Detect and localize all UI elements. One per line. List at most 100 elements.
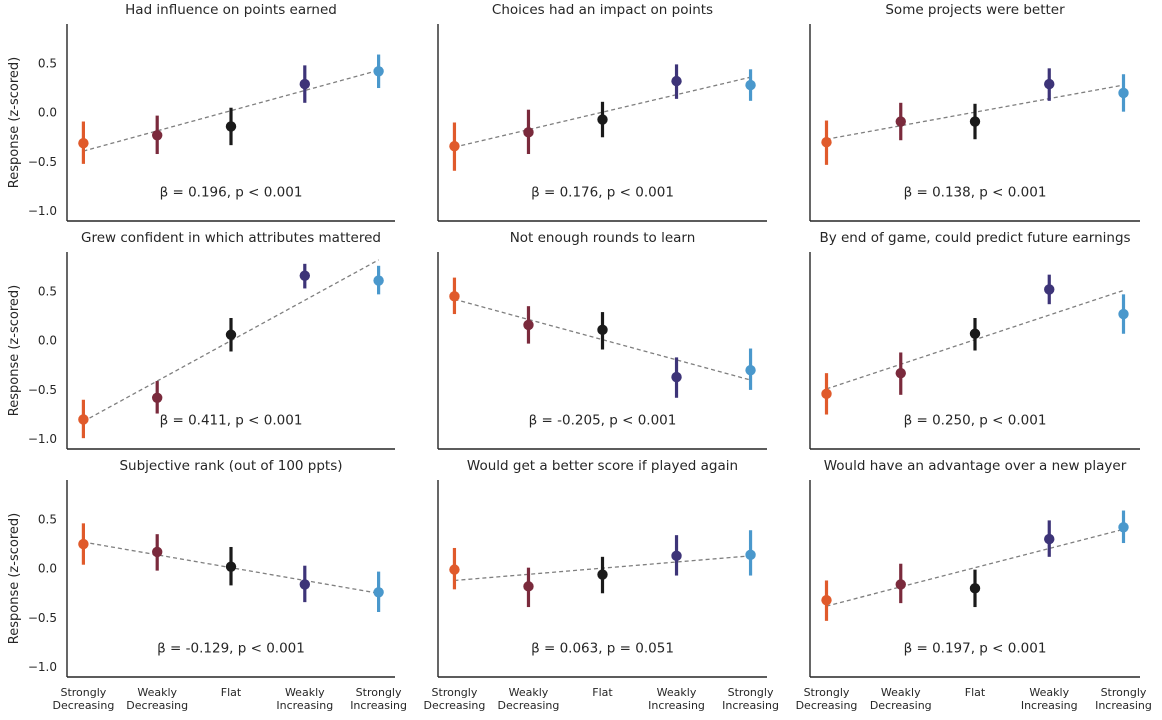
stat-annotation: β = -0.129, p < 0.001 [157,640,305,656]
mean-point [597,114,608,125]
y-tick-label: −1.0 [28,660,57,674]
mean-point [745,549,756,561]
mean-point [225,329,237,340]
mean-point [78,538,89,550]
mean-point [373,587,384,598]
panel-8: Would get a better score if played again… [424,458,779,712]
y-tick-label: 0.5 [38,512,57,526]
mean-point [671,550,682,562]
y-axis-label: Response (z-scored) [7,57,22,188]
mean-point [523,127,534,138]
x-tick-label: Strongly [804,686,850,699]
panel-title: Would get a better score if played again [467,458,738,474]
x-tick-label: Increasing [350,699,407,712]
mean-point [969,116,981,127]
x-tick-label: Increasing [1021,699,1078,712]
panel-title: Not enough rounds to learn [510,230,696,246]
stat-annotation: β = 0.250, p < 0.001 [904,412,1047,428]
mean-point [821,388,832,400]
x-tick-label: Decreasing [498,699,560,712]
mean-point [78,137,89,149]
mean-point [152,546,163,558]
mean-point [1118,87,1129,99]
mean-point [895,116,906,127]
regression-line [826,528,1124,607]
y-tick-label: 0.0 [38,106,57,120]
mean-point [1118,308,1129,320]
stat-annotation: β = -0.205, p < 0.001 [529,412,677,428]
x-tick-label: Strongly [728,686,774,699]
mean-point [152,392,163,403]
panel-2: Choices had an impact on points β = 0.176… [437,2,767,222]
panel-title: Some projects were better [885,2,1065,18]
regression-line [454,76,751,148]
y-tick-label: 0.0 [38,334,57,348]
x-tick-label: Strongly [1101,686,1147,699]
mean-point [299,270,310,281]
y-tick-label: 0.5 [38,56,57,70]
mean-point [1044,284,1055,295]
mean-point [523,319,534,331]
mean-point [745,79,756,91]
x-tick-label: Weakly [509,686,549,699]
mean-point [1044,533,1055,545]
panel-title: Had influence on points earned [125,2,337,18]
panel-7: Subjective rank (out of 100 ppts) 0.5 0.0 −… [7,458,407,712]
y-tick-label: −0.5 [28,155,57,169]
mean-point [523,581,534,592]
x-tick-label: Decreasing [796,699,858,712]
regression-line [83,69,379,152]
x-tick-label: Weakly [657,686,697,699]
mean-point [1118,522,1129,533]
y-axis-label: Response (z-scored) [7,513,22,644]
x-tick-label: Increasing [1095,699,1152,712]
panel-5: Not enough rounds to learn β = -0.205, p … [437,230,767,450]
x-tick-label: Flat [965,686,986,699]
y-tick-label: −1.0 [28,204,57,218]
mean-point [1044,78,1055,90]
stat-annotation: β = 0.176, p < 0.001 [531,184,674,200]
y-tick-label: 0.5 [38,284,57,298]
panel-title: Choices had an impact on points [492,2,713,18]
panel-title: Grew confident in which attributes matte… [81,230,381,246]
x-tick-label: Weakly [285,686,325,699]
panel-title: By end of game, could predict future ear… [819,230,1130,246]
stat-annotation: β = 0.411, p < 0.001 [160,412,303,428]
x-tick-label: Increasing [648,699,705,712]
mean-point [895,367,906,379]
y-tick-label: −0.5 [28,383,57,397]
x-tick-label: Decreasing [52,699,114,712]
stat-annotation: β = 0.196, p < 0.001 [160,184,303,200]
stat-annotation: β = 0.063, p = 0.051 [531,640,674,656]
x-tick-label: Decreasing [126,699,188,712]
x-tick-label: Strongly [60,686,106,699]
panel-1: Had influence on points earned 0.5 0.0 −0.5… [7,2,395,222]
mean-point [969,583,981,594]
mean-point [449,140,460,152]
mean-point [969,328,981,339]
panel-3: Some projects were better β = 0.138, p < … [809,2,1140,222]
mean-point [299,579,310,590]
mean-point [671,371,682,383]
x-tick-label: Flat [221,686,242,699]
mean-point [373,66,384,77]
mean-point [597,569,608,580]
stat-annotation: β = 0.197, p < 0.001 [904,640,1047,656]
mean-point [225,121,237,132]
x-tick-label: Weakly [137,686,177,699]
mean-point [745,365,756,376]
panel-title: Subjective rank (out of 100 ppts) [119,458,342,474]
x-tick-label: Increasing [276,699,333,712]
panel-9: Would have an advantage over a new playe… [796,458,1152,712]
mean-point [152,130,163,141]
x-tick-label: Decreasing [870,699,932,712]
mean-point [895,579,906,590]
mean-point [449,291,460,302]
mean-point [821,137,832,148]
y-tick-label: −0.5 [28,611,57,625]
x-tick-label: Increasing [722,699,779,712]
panel-4: Grew confident in which attributes matte… [7,230,395,450]
mean-point [299,78,310,90]
stat-annotation: β = 0.138, p < 0.001 [904,184,1047,200]
